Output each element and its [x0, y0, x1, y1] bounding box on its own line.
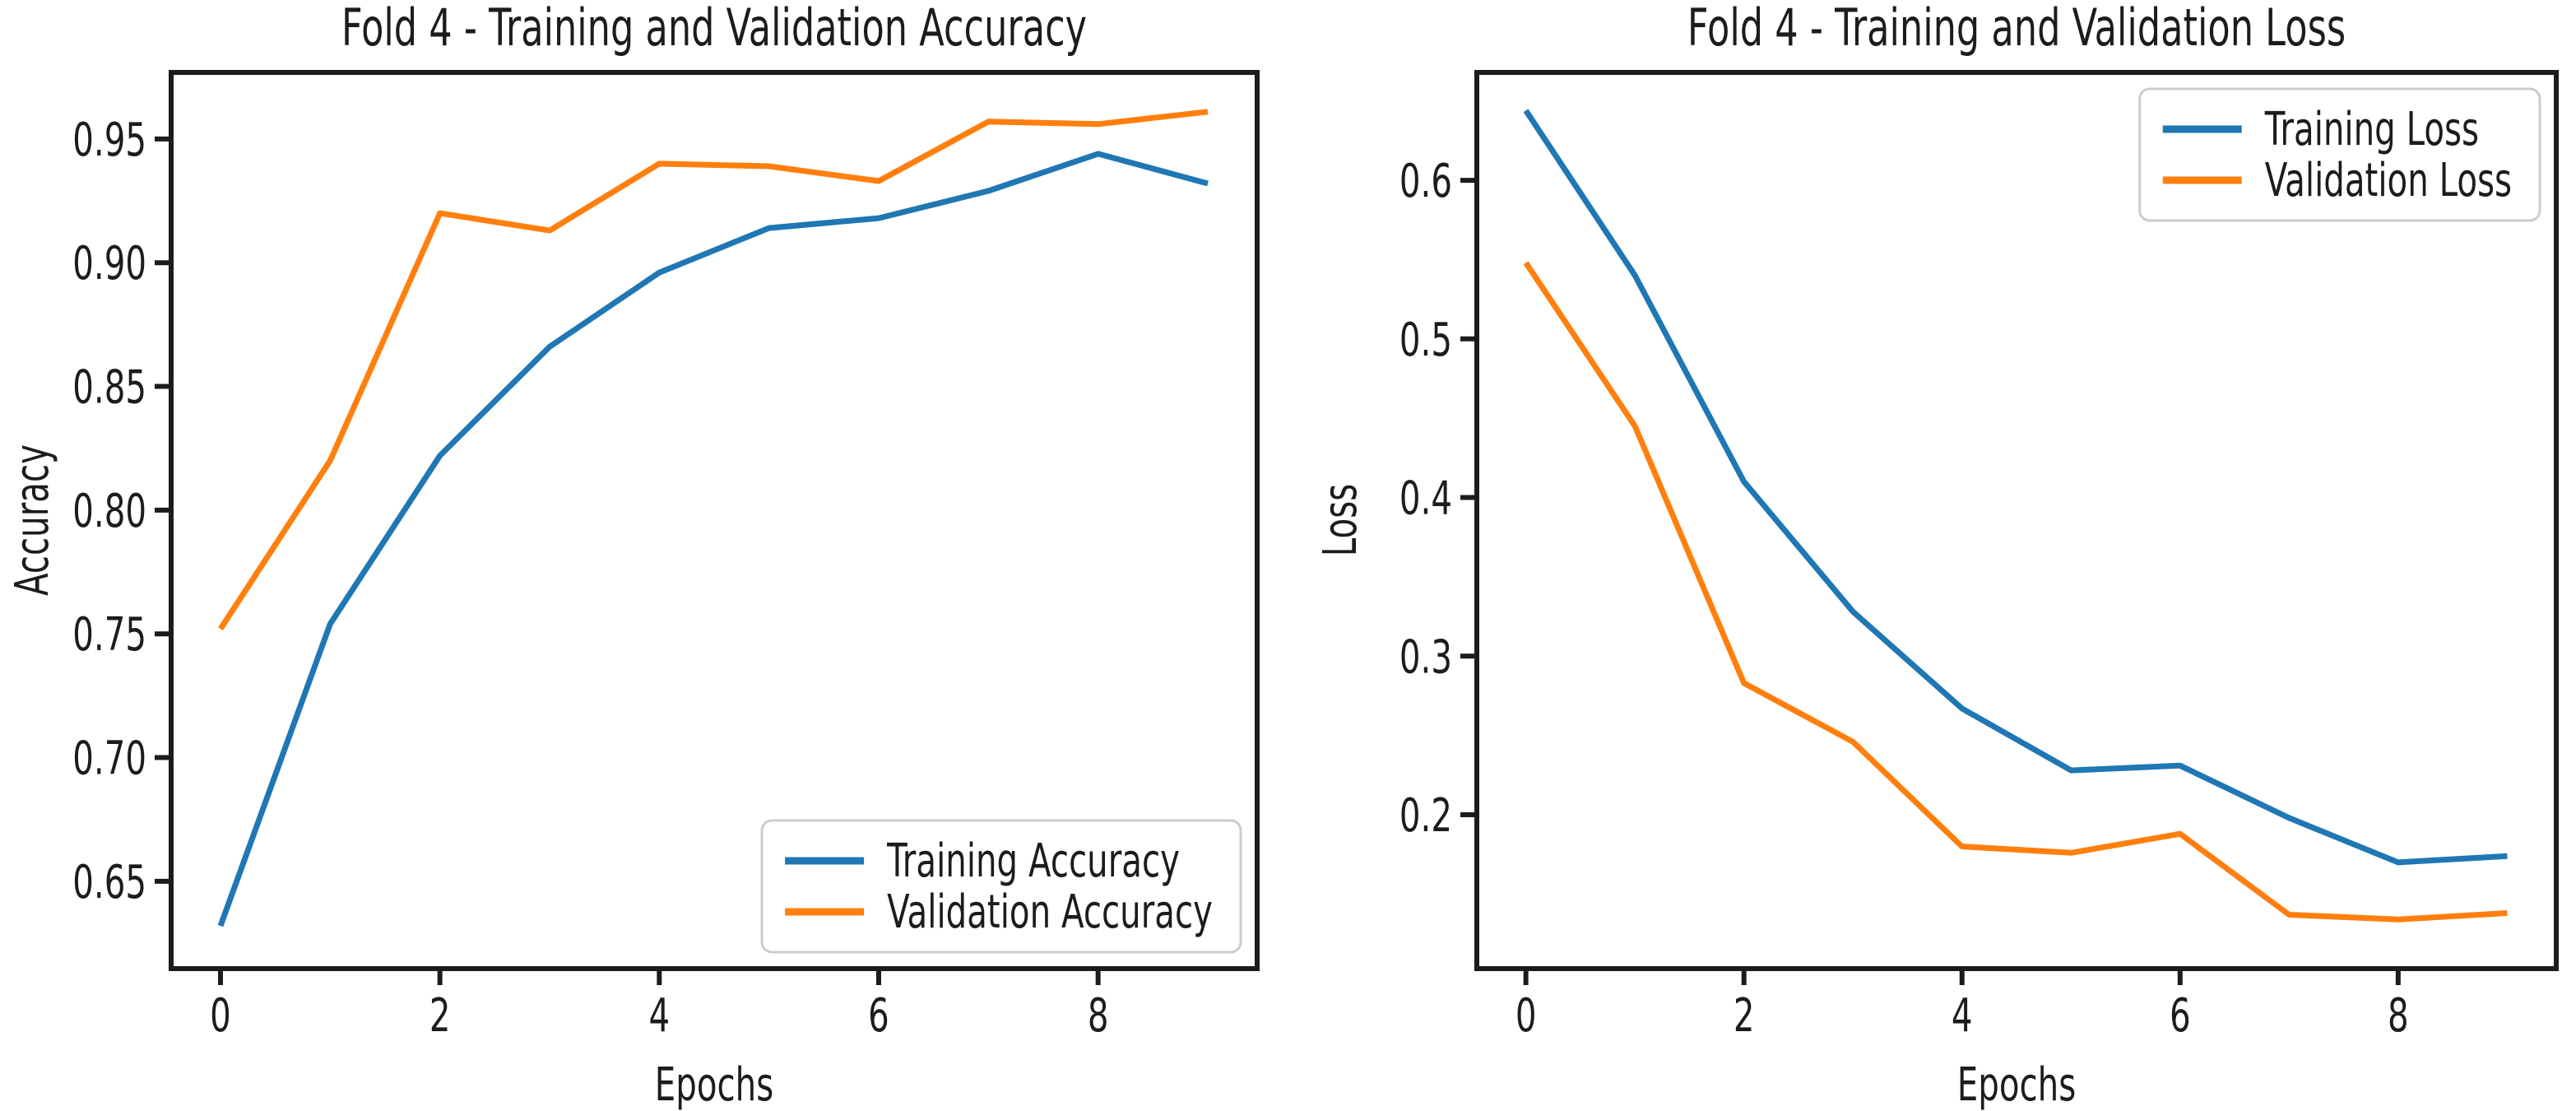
- x-tick-label: 2: [429, 988, 451, 1042]
- x-tick-label: 2: [1734, 988, 1755, 1042]
- x-tick-label: 8: [1088, 988, 1109, 1042]
- x-tick-label: 4: [649, 988, 671, 1042]
- series-line-validation-accuracy: [218, 109, 1209, 631]
- legend-label: Validation Loss: [2265, 153, 2512, 207]
- loss-title: Fold 4 - Training and Validation Loss: [1687, 0, 2346, 58]
- series-line-training-accuracy: [217, 151, 1209, 927]
- legend-label: Training Accuracy: [886, 834, 1180, 887]
- accuracy-yaxis-label: Accuracy: [5, 444, 58, 596]
- legend-box: [2138, 87, 2541, 222]
- loss-yaxis-label: Loss: [1313, 484, 1367, 556]
- x-tick-label: 6: [868, 988, 889, 1042]
- loss-xaxis-label: Epochs: [1957, 1058, 2076, 1111]
- x-tick-label: 4: [1952, 988, 1973, 1042]
- x-tick-label: 0: [210, 988, 231, 1042]
- y-tick-label: 0.70: [72, 732, 146, 785]
- y-tick-label: 0.65: [72, 855, 146, 909]
- legend-box: [760, 819, 1242, 954]
- y-tick-label: 0.6: [1399, 154, 1452, 207]
- y-tick-label: 0.4: [1399, 472, 1452, 525]
- x-tick-label: 8: [2388, 988, 2409, 1042]
- y-tick-label: 0.90: [72, 237, 146, 291]
- legend-label: Training Loss: [2264, 102, 2479, 156]
- y-tick-label: 0.75: [72, 608, 146, 662]
- legend-label: Validation Accuracy: [887, 885, 1213, 938]
- y-tick-label: 0.3: [1399, 630, 1452, 684]
- y-tick-label: 0.80: [72, 484, 146, 537]
- accuracy-title: Fold 4 - Training and Validation Accurac…: [341, 0, 1087, 58]
- plot-border: [1474, 70, 2559, 971]
- plot-border: [169, 70, 1260, 971]
- loss-axes: 0 2 4 6 8 0.2 0.3 0.4 0.5 0.6 Training LossValidat…: [1399, 70, 2559, 1043]
- y-tick-label: 0.2: [1399, 788, 1452, 842]
- series-line-training-loss: [1523, 109, 2508, 866]
- series-line-validation-loss: [1523, 261, 2508, 923]
- accuracy-xaxis-label: Epochs: [655, 1058, 773, 1111]
- accuracy-axes: 0 2 4 6 8 0.65 0.70 0.75 0.80 0.85 0.90 0.95 Trainin…: [72, 70, 1260, 1043]
- x-tick-label: 0: [1515, 988, 1537, 1042]
- y-tick-label: 0.85: [72, 360, 146, 414]
- x-tick-label: 6: [2170, 988, 2191, 1042]
- y-tick-label: 0.5: [1399, 313, 1452, 366]
- y-tick-label: 0.95: [72, 113, 146, 166]
